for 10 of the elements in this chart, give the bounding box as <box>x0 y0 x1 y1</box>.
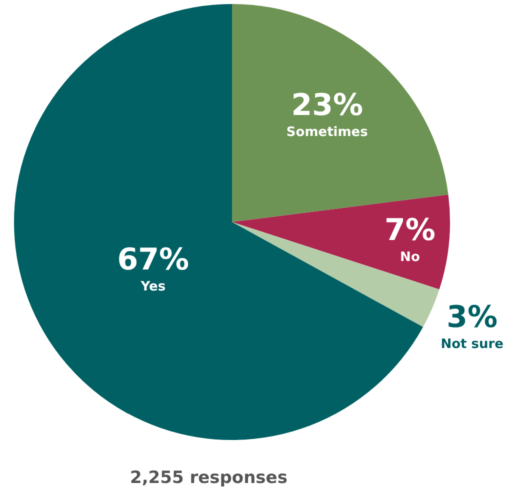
slice-label: Yes <box>140 280 166 295</box>
data-label: 7% <box>384 212 436 248</box>
data-label: 3% <box>446 300 498 335</box>
slice-label: No <box>400 250 420 265</box>
pie-slice <box>232 194 450 290</box>
slice-label: Not sure <box>440 336 504 352</box>
slice-label: Sometimes <box>286 125 368 140</box>
data-label: 67% <box>117 242 190 278</box>
text: 2,255 responses <box>130 468 288 488</box>
data-label: 23% <box>291 88 364 124</box>
